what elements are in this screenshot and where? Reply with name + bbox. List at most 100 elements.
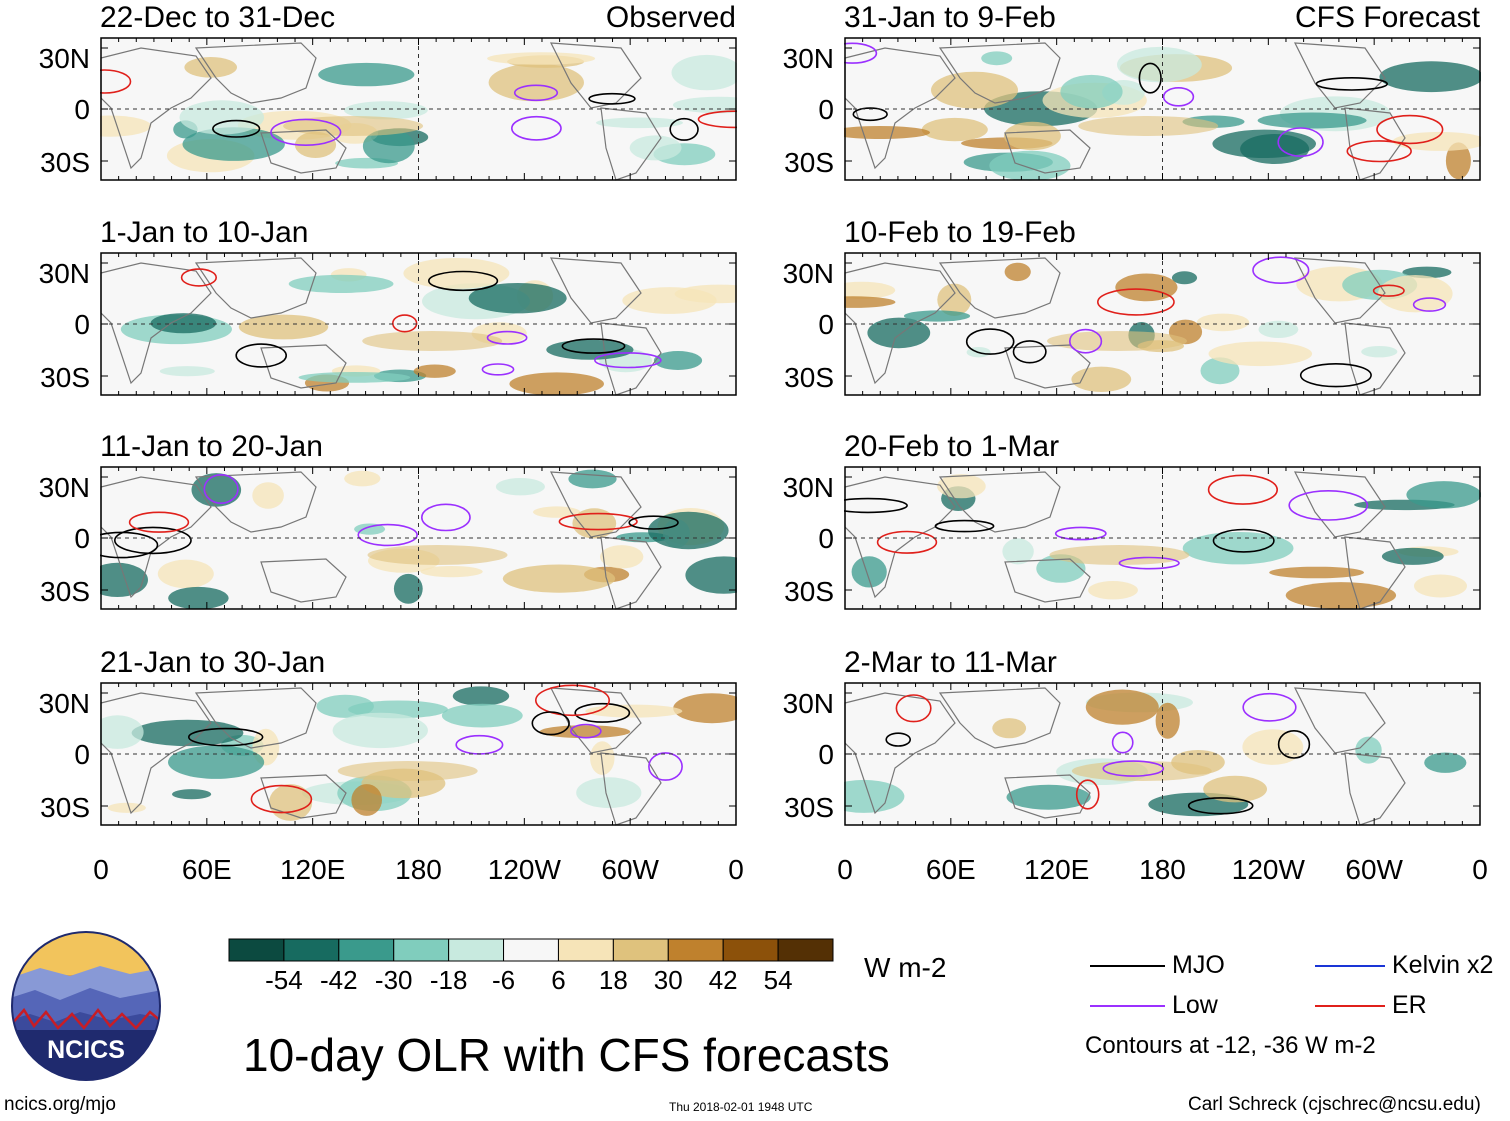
wave-contour — [1138, 62, 1162, 94]
olr-anomaly-area — [648, 511, 729, 550]
wave-contour — [481, 363, 515, 376]
ncics-logo: NCICS — [11, 931, 161, 1081]
olr-anomaly-area — [844, 281, 896, 299]
olr-anomaly-area — [509, 372, 604, 396]
legend-label-mjo: MJO — [1172, 951, 1225, 979]
continent-outline — [1004, 558, 1091, 603]
footer-website[interactable]: ncics.org/mjo — [4, 1094, 116, 1115]
wave-contour — [357, 523, 418, 547]
wave-contour — [486, 330, 528, 345]
olr-anomaly-area — [1078, 116, 1219, 136]
olr-anomaly-area — [452, 686, 510, 706]
olr-anomaly-area — [487, 52, 596, 65]
y-tick-label: 30S — [40, 576, 90, 607]
olr-anomaly-area — [1196, 313, 1250, 332]
colorbar — [228, 938, 834, 962]
olr-anomaly-area — [283, 116, 424, 136]
olr-anomaly-area — [1049, 545, 1190, 565]
wave-contour — [934, 519, 995, 533]
olr-anomaly-area — [1155, 702, 1180, 739]
olr-anomaly-area — [150, 313, 217, 334]
olr-anomaly-area — [1085, 689, 1159, 725]
wave-contour — [1187, 797, 1254, 815]
olr-anomaly-area — [157, 559, 214, 589]
olr-anomaly-area — [1424, 752, 1467, 773]
continent-outline — [1344, 536, 1406, 610]
olr-anomaly-area — [184, 57, 237, 78]
olr-anomaly-area — [1115, 273, 1178, 302]
olr-anomaly-area — [1071, 761, 1212, 781]
x-tick-label: 60W — [1345, 854, 1403, 885]
wave-contour — [648, 752, 683, 781]
y-tick-label: 0 — [818, 523, 834, 554]
olr-anomaly-area — [337, 761, 478, 781]
forecast-tag: CFS Forecast — [1294, 1, 1480, 34]
olr-anomaly-area — [1006, 784, 1091, 810]
continent-outline — [100, 262, 212, 385]
continent-outline — [600, 322, 662, 396]
olr-anomaly-area — [351, 784, 382, 816]
wave-contour — [1252, 256, 1310, 285]
olr-anomaly-area — [590, 741, 615, 775]
olr-anomaly-area — [1379, 61, 1481, 93]
olr-anomaly-area — [1212, 129, 1316, 158]
colorbar-swatch — [612, 938, 669, 962]
contour-note: Contours at -12, -36 W m-2 — [1085, 1032, 1376, 1059]
olr-anomaly-area — [1117, 46, 1202, 83]
wave-contour — [588, 92, 636, 105]
wave-contour — [212, 119, 261, 138]
olr-anomaly-area — [981, 51, 1013, 66]
continent-outline — [194, 42, 317, 104]
continent-outline — [938, 687, 1061, 749]
colorbar-label: -30 — [374, 965, 413, 995]
olr-anomaly-area — [546, 339, 634, 360]
olr-anomaly-area — [576, 777, 642, 809]
y-tick-label: 0 — [74, 309, 90, 340]
wave-contour — [570, 723, 602, 739]
wave-contour — [697, 110, 737, 129]
wave-contour — [1102, 760, 1165, 777]
chart-title: 10-day OLR with CFS forecasts — [243, 1029, 890, 1081]
x-tick-label: 120W — [1231, 854, 1305, 885]
olr-anomaly-area — [252, 482, 284, 509]
panel-title: 20-Feb to 1-Mar — [844, 430, 1060, 463]
y-tick-label: 30N — [38, 688, 90, 719]
olr-anomaly-area — [671, 54, 737, 91]
wave-contour — [1346, 140, 1412, 163]
wave-contour — [1069, 328, 1103, 354]
olr-anomaly-area — [568, 469, 617, 489]
olr-anomaly-area — [851, 556, 887, 588]
wave-contour — [114, 526, 192, 555]
colorbar-swatch — [722, 938, 779, 962]
olr-anomaly-area — [1088, 581, 1138, 600]
y-tick-label: 30N — [782, 258, 834, 289]
continent-outline — [549, 42, 642, 109]
olr-anomaly-area — [585, 704, 683, 718]
olr-anomaly-area — [179, 100, 265, 135]
continent-outline — [1344, 107, 1406, 181]
x-tick-label: 0 — [93, 854, 109, 885]
olr-anomaly-area — [539, 725, 631, 739]
y-tick-label: 30S — [40, 147, 90, 178]
olr-anomaly-area — [468, 283, 567, 314]
olr-anomaly-area — [685, 556, 737, 594]
olr-anomaly-area — [600, 545, 644, 569]
wave-contour — [203, 474, 239, 504]
continent-outline — [600, 752, 662, 826]
olr-anomaly-area — [495, 478, 545, 496]
olr-anomaly-area — [316, 694, 374, 718]
continent-outline — [938, 471, 1061, 533]
wave-contour — [1242, 692, 1297, 722]
olr-anomaly-area — [1003, 121, 1061, 151]
continent-outline — [844, 262, 956, 385]
continent-outline — [100, 47, 212, 170]
wave-contour — [1054, 526, 1107, 541]
colorbar-label: -6 — [491, 965, 516, 995]
olr-anomaly-area — [1257, 112, 1367, 129]
olr-anomaly-area — [131, 719, 244, 747]
continent-outline — [844, 692, 956, 815]
x-tick-label: 180 — [395, 854, 442, 885]
wave-contour — [594, 352, 662, 369]
olr-anomaly-area — [1182, 532, 1294, 565]
y-tick-label: 0 — [818, 739, 834, 770]
